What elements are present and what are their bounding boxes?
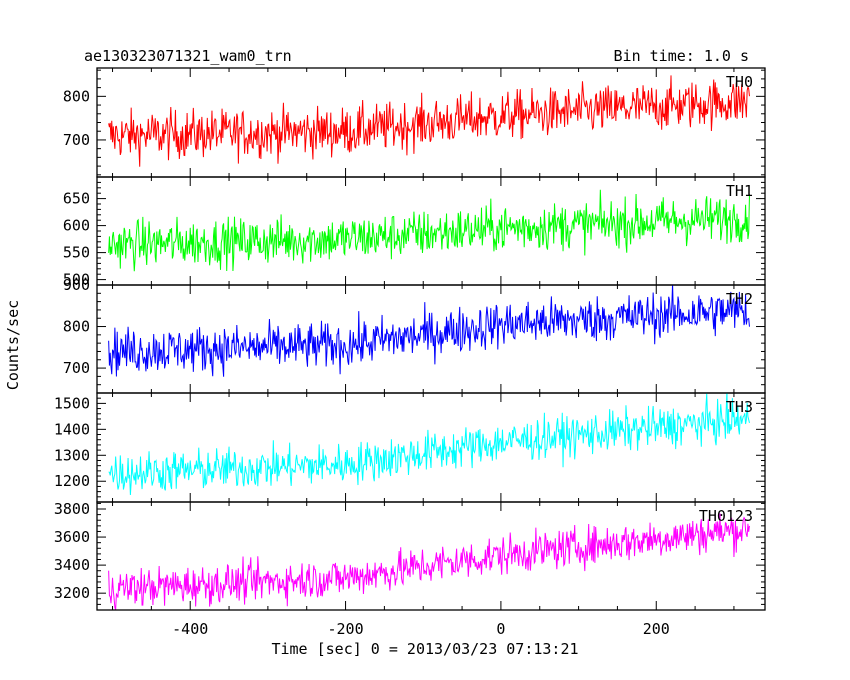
y-tick-label: 700 bbox=[63, 131, 90, 149]
panel-label-th3: TH3 bbox=[726, 398, 753, 416]
panel-th1: 500 550 600 650 TH1 bbox=[63, 176, 766, 289]
x-axis-label: Time [sec] 0 = 2013/03/23 07:13:21 bbox=[271, 640, 578, 658]
panel-th0123: 3200 3400 3600 3800 TH0123 bbox=[54, 500, 766, 611]
series-line-th0 bbox=[108, 75, 750, 167]
series-line-th1 bbox=[108, 189, 750, 272]
y-tick-label: 1400 bbox=[54, 420, 90, 438]
y-axis-label: Counts/sec bbox=[4, 300, 22, 390]
series-line-th3 bbox=[108, 393, 750, 495]
y-tick-label: 800 bbox=[63, 318, 90, 336]
panels-group: 700 800 TH0 500 550 600 650 TH1 700 800 900 TH2 1200… bbox=[54, 67, 766, 638]
panel-label-th0123: TH0123 bbox=[699, 507, 753, 525]
series-line-th2 bbox=[108, 285, 750, 377]
x-tick-label: -400 bbox=[172, 620, 208, 638]
y-tick-label: 1500 bbox=[54, 394, 90, 412]
panel-th0: 700 800 TH0 bbox=[63, 67, 766, 178]
panel-frame bbox=[96, 67, 766, 178]
panel-label-th1: TH1 bbox=[726, 182, 753, 200]
y-tick-label: 700 bbox=[63, 359, 90, 377]
panel-label-th2: TH2 bbox=[726, 290, 753, 308]
y-tick-label: 500 bbox=[63, 271, 90, 289]
panel-frame bbox=[96, 501, 766, 611]
series-line-th0123 bbox=[108, 513, 750, 610]
y-tick-label: 650 bbox=[63, 190, 90, 208]
panel-th2: 700 800 900 TH2 bbox=[63, 276, 766, 394]
x-tick-label: -200 bbox=[327, 620, 363, 638]
y-tick-label: 3600 bbox=[54, 528, 90, 546]
y-tick-label: 1300 bbox=[54, 446, 90, 464]
y-tick-label: 3800 bbox=[54, 500, 90, 518]
x-tick-label: 200 bbox=[643, 620, 670, 638]
y-tick-label: 1200 bbox=[54, 472, 90, 490]
y-tick-label: 600 bbox=[63, 217, 90, 235]
figure-title: ae130323071321_wam0_trn bbox=[84, 47, 292, 65]
y-tick-label: 550 bbox=[63, 244, 90, 262]
panel-th3: 1200 1300 1400 1500 TH3 bbox=[54, 392, 766, 503]
y-tick-label: 800 bbox=[63, 87, 90, 105]
panel-frame bbox=[96, 392, 766, 503]
bin-time-label: Bin time: 1.0 s bbox=[614, 47, 749, 65]
x-tick-label: 0 bbox=[496, 620, 505, 638]
y-tick-label: 3200 bbox=[54, 584, 90, 602]
y-tick-label: 900 bbox=[63, 276, 90, 294]
y-tick-label: 3400 bbox=[54, 556, 90, 574]
panel-label-th0: TH0 bbox=[726, 73, 753, 91]
